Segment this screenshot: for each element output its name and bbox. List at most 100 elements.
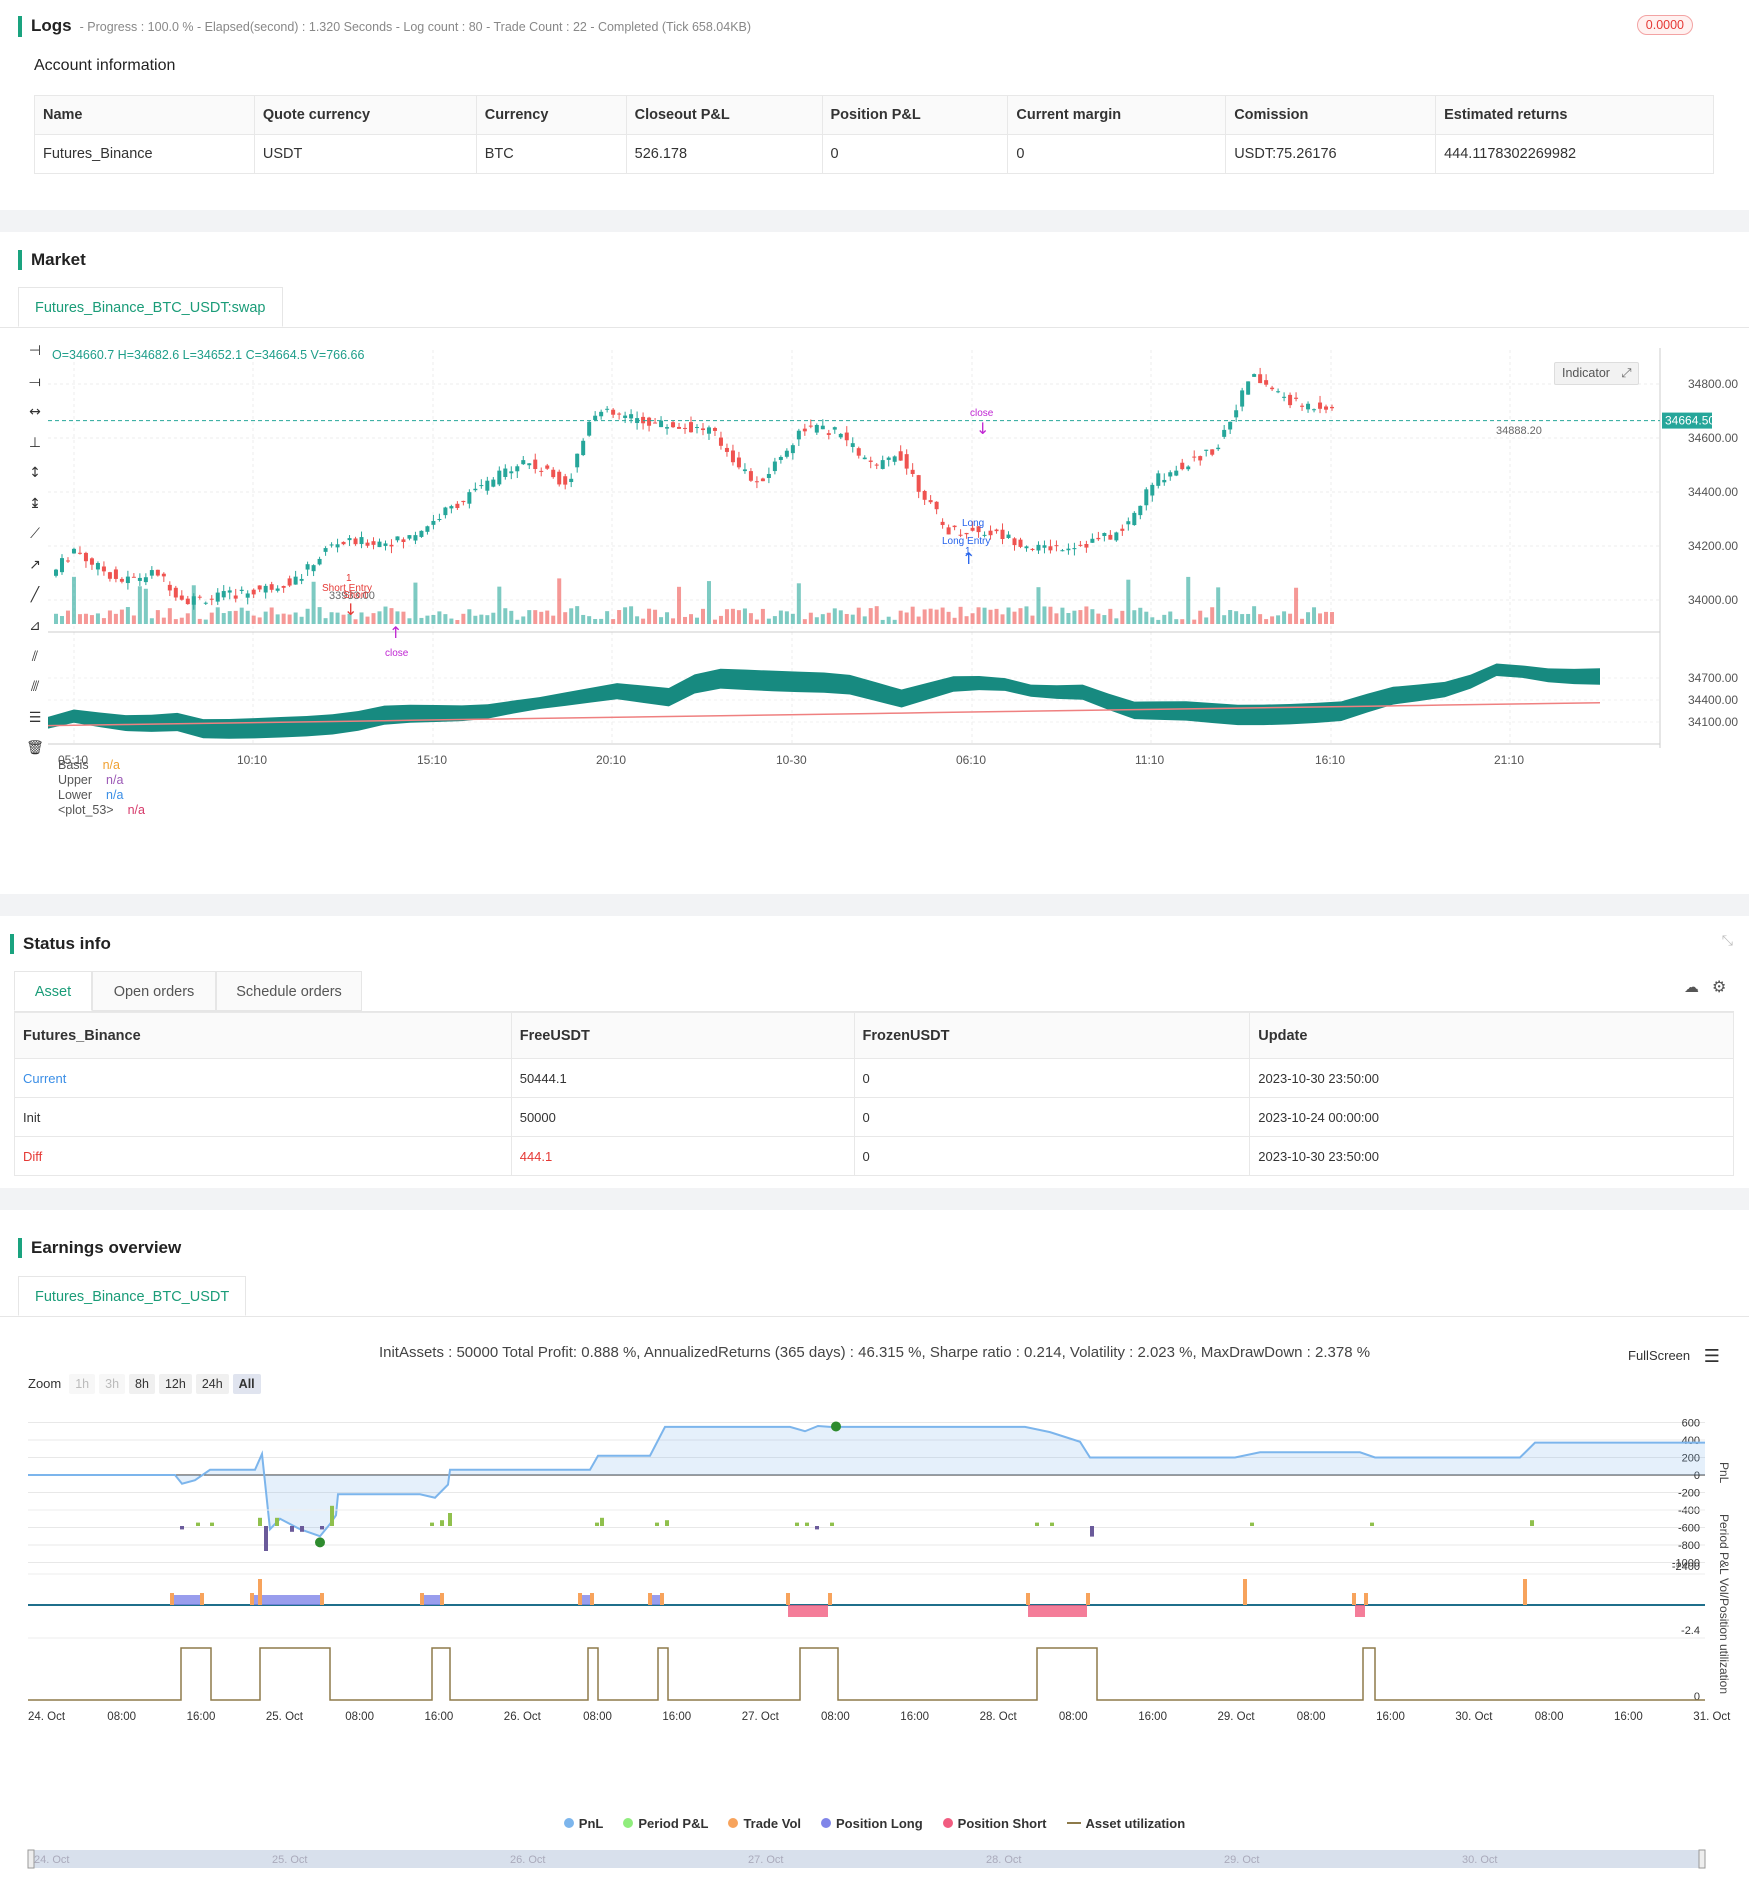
market-title: Market [18,250,86,270]
volume-bar [982,607,987,624]
fib-retracement-tool-icon[interactable]: ☰ [28,710,42,726]
legend-label: Period P&L [638,1816,709,1831]
position-short-bar [788,1605,828,1617]
column-header: FreeUSDT [510,1012,855,1059]
short-entry-marker: Short Entry [322,583,372,594]
volume-bar [281,613,286,624]
volume-bar [1330,612,1335,624]
fullscreen-button[interactable]: FullScreen ☰ [1628,1346,1720,1367]
trade-vol-bar [828,1593,832,1605]
volume-bar [1066,613,1071,624]
candle-body [1006,534,1011,538]
trash-icon[interactable]: 🗑 [26,740,44,756]
earnings-title: Earnings overview [18,1238,181,1258]
tab-market-symbol[interactable]: Futures_Binance_BTC_USDT:swap [18,287,283,327]
volume-bar [161,617,166,624]
zoom-button-all[interactable]: All [232,1374,261,1394]
volume-bar [832,608,837,624]
candle-body [305,564,310,570]
legend-item[interactable]: Position Short [942,1816,1047,1831]
volume-bar [95,613,100,624]
tab-asset[interactable]: Asset [14,971,92,1011]
parallel-channel-tool-icon[interactable]: ⫽ [31,649,39,665]
vertical-ray-tool-icon[interactable]: ↕ [29,465,41,481]
horizontal-ray-tool-icon[interactable]: ⟞ [29,374,41,390]
table-cell: 50444.1 [510,1058,855,1098]
settings-gear-icon[interactable]: ⚙ [1712,979,1727,996]
volume-bar [83,613,88,624]
legend-item[interactable]: Trade Vol [728,1816,801,1831]
candle-body [1300,405,1305,407]
candle-body [1024,546,1029,549]
volume-bar [1108,608,1113,624]
candlestick-chart[interactable]: 35000.0034800.0034600.0034400.0034200.00… [0,340,1749,770]
zoom-button-12h[interactable]: 12h [158,1374,192,1394]
volume-bar [359,612,364,624]
zoom-button-3h[interactable]: 3h [99,1374,126,1394]
price-range-tool-icon[interactable]: ⊿ [29,618,41,634]
indicator-button[interactable]: Indicator ⤢ [1554,362,1640,385]
candle-body [629,414,634,419]
volume-bar [778,610,783,624]
candle-body [700,428,705,431]
candle-body [113,569,118,579]
tab-open-orders[interactable]: Open orders [92,971,216,1011]
horizontal-segment-tool-icon[interactable]: ↔ [29,404,41,420]
legend-item[interactable]: PnL [563,1816,603,1831]
tab-earnings-symbol[interactable]: Futures_Binance_BTC_USDT [18,1276,247,1316]
table-cell: 444.1 [510,1136,855,1176]
volume-bar [641,618,646,624]
volume-bar [575,606,580,624]
period-pnl-bar [1370,1522,1374,1526]
candle-body [1252,374,1257,377]
ray-tool-icon[interactable]: ↗ [29,557,41,573]
vertical-segment-tool-icon[interactable]: ↨ [29,496,41,512]
volume-bar [700,608,705,624]
volume-bar [371,613,376,624]
range-navigator[interactable]: 24. Oct 25. Oct 26. Oct 27. Oct 28. Oct 29. O… [0,1846,1749,1876]
volume-bar [1294,587,1299,624]
volume-bar [515,619,520,624]
cloud-download-icon[interactable]: ☁ [1684,979,1699,996]
zoom-button-8h[interactable]: 8h [129,1374,155,1394]
legend-item[interactable]: Position Long [821,1816,923,1831]
volume-bar [1216,587,1221,624]
segment-tool-icon[interactable]: ╱ [30,587,40,603]
period-pnl-bar [180,1526,184,1530]
legend-item[interactable]: Period P&L [623,1816,708,1831]
column-header: Position P&L [821,95,1009,135]
volume-bar [1186,576,1191,624]
earnings-chart[interactable]: 600 400 200 0 -200 -400 -600 -800 -1000 PnL -2400 P… [0,1402,1749,1882]
tab-schedule-orders[interactable]: Schedule orders [216,971,362,1011]
volume-bar [748,613,753,624]
trend-line-tool-icon[interactable]: ⟋ [30,526,40,542]
candle-body [952,525,957,528]
circle-swatch-icon [563,1818,574,1828]
candle-body [1108,534,1113,540]
volume-bar [880,619,885,624]
candle-body [551,469,556,478]
candle-body [868,460,873,462]
pnl-tick-label: 400 [1682,1435,1700,1447]
menu-icon[interactable]: ☰ [1703,1346,1720,1366]
candle-body [1012,538,1017,546]
collapse-icon[interactable]: ⤡ [1721,932,1733,948]
logs-panel: Logs - Progress : 100.0 % - Elapsed(secon… [0,0,1749,175]
horizontal-line-tool-icon[interactable]: ⊣ [28,343,42,359]
zoom-button-24h[interactable]: 24h [195,1374,229,1394]
table-cell: 0 [821,134,1009,174]
expand-icon[interactable]: ⤢ [1621,366,1632,380]
candle-body [892,456,897,462]
tab-divider [0,1316,1749,1317]
candle-body [1066,548,1071,551]
zoom-button-1h[interactable]: 1h [69,1374,96,1394]
fib-channel-tool-icon[interactable]: ⫻ [30,679,40,695]
vertical-line-tool-icon[interactable]: ⊥ [28,435,42,451]
trade-vol-bar [170,1593,174,1605]
volume-bar [1270,616,1275,624]
drawing-toolbar: ⊣ ⟞ ↔ ⊥ ↕ ↨ ⟋ ↗ ╱ ⊿ ⫽ ⫻ ☰ 🗑 [0,340,56,760]
column-header: Closeout P&L [625,95,823,135]
candle-body [856,448,861,456]
indicator-tick-label: 34400.00 [1688,693,1738,707]
legend-item[interactable]: Asset utilization [1066,1816,1185,1831]
